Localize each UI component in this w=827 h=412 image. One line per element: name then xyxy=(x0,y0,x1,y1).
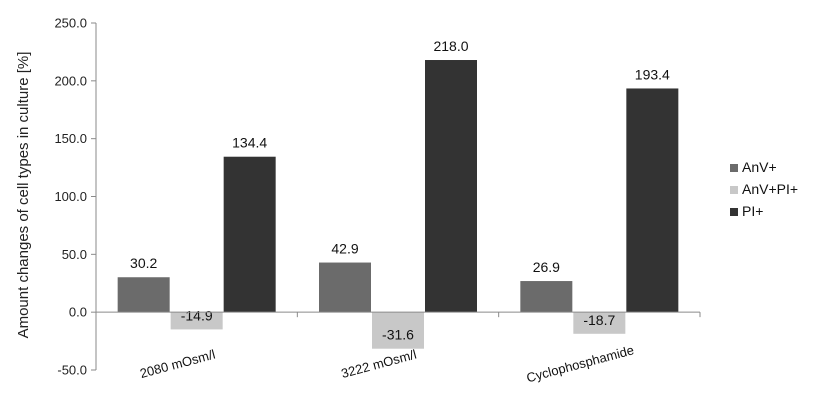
bar xyxy=(117,277,170,313)
y-tick-label: 250.0 xyxy=(54,16,87,31)
y-tick-label: -50.0 xyxy=(57,363,87,378)
bar xyxy=(372,312,424,349)
y-tick-label: 150.0 xyxy=(54,131,87,146)
y-tick-label: 200.0 xyxy=(54,73,87,88)
x-tick-label: 2080 mOsm/l xyxy=(138,347,217,382)
y-tick-label: 0.0 xyxy=(69,305,87,320)
legend-swatch xyxy=(730,208,738,216)
data-label: -14.9 xyxy=(181,307,213,323)
y-axis: 250.0 200.0 150.0 100.0 50.0 0.0 -50.0 xyxy=(54,16,97,378)
legend-swatch xyxy=(730,186,738,194)
data-label: -31.6 xyxy=(382,327,414,343)
bar xyxy=(223,156,276,313)
bar xyxy=(520,281,573,313)
data-label: 30.2 xyxy=(130,255,157,271)
data-label: 218.0 xyxy=(433,38,468,54)
bar xyxy=(319,262,371,313)
legend-swatch xyxy=(730,164,738,172)
bar xyxy=(425,60,477,313)
y-tick-label: 100.0 xyxy=(54,189,87,204)
data-label: 42.9 xyxy=(331,241,358,257)
bar xyxy=(170,312,223,330)
bar xyxy=(626,88,679,313)
data-label: 193.4 xyxy=(635,66,670,82)
legend: AnV+ AnV+PI+ PI+ xyxy=(730,159,798,219)
x-tick-label: 3222 mOsm/l xyxy=(340,347,419,382)
legend-label: AnV+ xyxy=(742,159,777,175)
bar xyxy=(573,312,626,334)
y-axis-title: Amount changes of cell types in culture … xyxy=(15,52,32,339)
legend-label: PI+ xyxy=(742,203,763,219)
data-label: -18.7 xyxy=(583,312,615,328)
x-tick-label: Cyclophosphamide xyxy=(525,342,636,385)
data-label: 26.9 xyxy=(533,259,560,275)
data-label: 134.4 xyxy=(232,135,267,151)
legend-label: AnV+PI+ xyxy=(742,181,798,197)
y-tick-label: 50.0 xyxy=(62,247,87,262)
data-labels: 30.2 -14.9 134.4 42.9 -31.6 218.0 26.9 -18.7 193… xyxy=(130,38,670,343)
bars xyxy=(117,60,679,349)
